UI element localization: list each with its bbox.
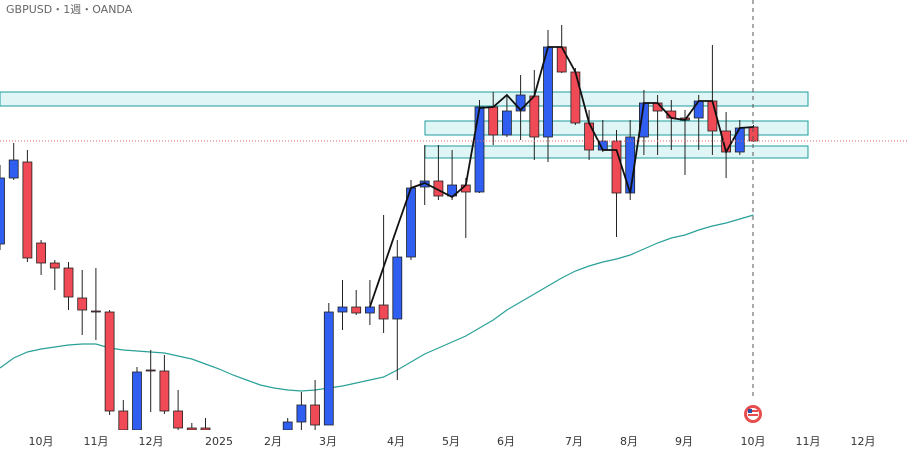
event-flag bbox=[744, 405, 762, 423]
candle-body bbox=[693, 100, 704, 119]
x-axis-label: 10月 bbox=[741, 435, 766, 448]
candle-body bbox=[200, 427, 211, 430]
x-axis-label: 11月 bbox=[796, 435, 821, 448]
candle-body bbox=[556, 46, 567, 73]
candle-body bbox=[364, 306, 375, 314]
plot-area bbox=[0, 25, 909, 430]
zigzag-line bbox=[369, 46, 754, 308]
candle-body bbox=[282, 421, 293, 430]
candle-body bbox=[22, 161, 33, 259]
x-axis-label: 7月 bbox=[565, 435, 583, 448]
candle-body bbox=[392, 256, 403, 320]
candle-body bbox=[118, 410, 129, 430]
moving-average bbox=[0, 214, 754, 392]
candle-body bbox=[734, 127, 745, 153]
x-axis-label: 6月 bbox=[497, 435, 515, 448]
candle-body bbox=[584, 122, 594, 151]
x-axis-label: 12月 bbox=[851, 435, 876, 448]
x-axis-label: 2月 bbox=[264, 435, 282, 448]
candle-body bbox=[49, 262, 60, 269]
candle-body bbox=[0, 177, 5, 245]
x-axis-label: 11月 bbox=[84, 435, 109, 448]
candle-body bbox=[351, 306, 362, 314]
candle-body bbox=[611, 140, 622, 194]
candle-body bbox=[77, 297, 88, 311]
x-axis-label: 9月 bbox=[675, 435, 693, 448]
candle-body bbox=[186, 427, 197, 430]
x-axis-label: 10月 bbox=[29, 435, 54, 448]
candle-body bbox=[104, 311, 115, 412]
candle-body bbox=[91, 310, 101, 313]
zone bbox=[0, 91, 809, 107]
candle-body bbox=[323, 311, 334, 426]
candle-body bbox=[501, 110, 512, 136]
candle-body bbox=[296, 404, 307, 423]
candle-body bbox=[173, 410, 184, 429]
x-axis-label: 2025 bbox=[205, 435, 233, 448]
candle-body bbox=[145, 369, 156, 372]
candle-body bbox=[63, 267, 74, 298]
x-axis-label: 4月 bbox=[387, 435, 405, 448]
candle-body bbox=[132, 371, 142, 430]
candle-body bbox=[159, 370, 170, 412]
x-axis-label: 12月 bbox=[139, 435, 164, 448]
candle-body bbox=[529, 95, 540, 138]
candle-body bbox=[488, 106, 499, 136]
x-axis-label: 3月 bbox=[319, 435, 337, 448]
candle-body bbox=[36, 242, 46, 264]
candle-body bbox=[474, 106, 485, 193]
chart-title: GBPUSD・1週・OANDA bbox=[6, 3, 133, 16]
candle-body bbox=[337, 306, 348, 313]
x-axis-label: 5月 bbox=[442, 435, 460, 448]
candle-body bbox=[515, 94, 526, 112]
candle-body bbox=[8, 159, 19, 179]
candle-body bbox=[570, 71, 581, 124]
candle-body bbox=[310, 404, 321, 426]
candle-body bbox=[378, 304, 389, 320]
x-axis-label: 8月 bbox=[620, 435, 638, 448]
